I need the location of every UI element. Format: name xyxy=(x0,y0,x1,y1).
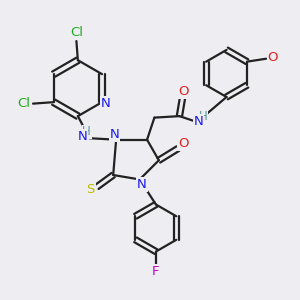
Text: S: S xyxy=(86,183,95,196)
Text: N: N xyxy=(101,97,110,110)
Text: N: N xyxy=(137,178,147,191)
Text: O: O xyxy=(178,85,189,98)
Text: Cl: Cl xyxy=(18,97,31,110)
Text: N: N xyxy=(77,130,87,143)
Text: N: N xyxy=(110,128,119,141)
Text: H: H xyxy=(82,125,91,138)
Text: F: F xyxy=(152,265,160,278)
Text: H: H xyxy=(199,110,207,123)
Text: O: O xyxy=(178,137,188,150)
Text: O: O xyxy=(267,51,278,64)
Text: N: N xyxy=(194,115,203,128)
Text: Cl: Cl xyxy=(70,26,83,39)
